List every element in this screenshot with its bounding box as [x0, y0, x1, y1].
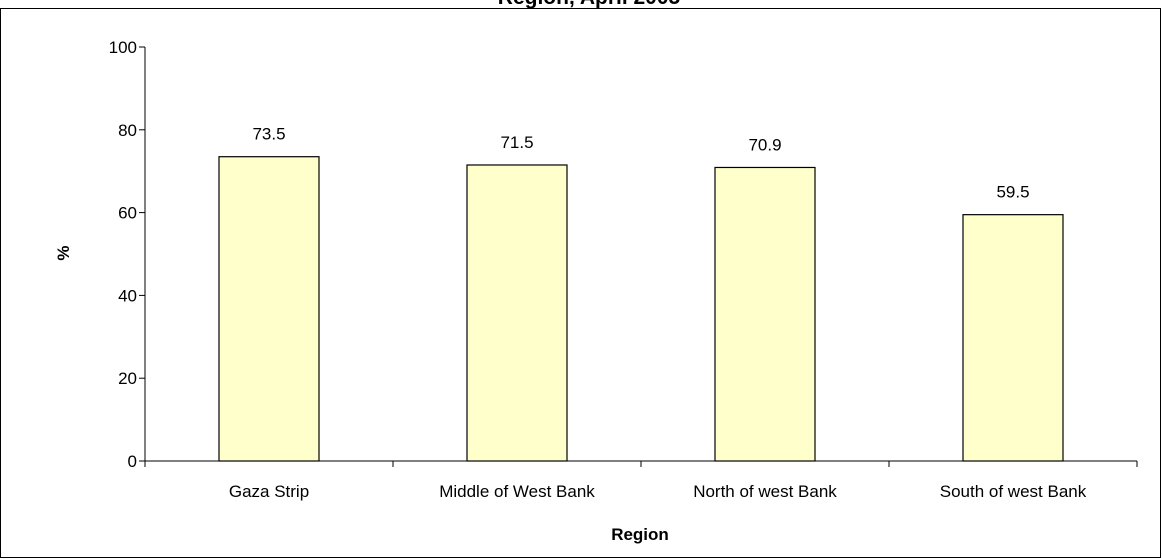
y-axis: 0 20 40 60 80 100	[109, 38, 146, 471]
bar	[218, 156, 320, 462]
chart-title: Region, April 2005	[498, 0, 681, 9]
y-tick-label: 60	[118, 204, 137, 223]
x-axis-title: Region	[611, 525, 669, 544]
x-category-label: South of west Bank	[940, 482, 1087, 501]
bar-value-label: 70.9	[748, 135, 781, 154]
bar-value-label: 73.5	[252, 125, 285, 144]
y-tick-label: 100	[109, 38, 137, 57]
bar	[466, 164, 568, 462]
y-tick-label: 80	[118, 121, 137, 140]
y-tick-label: 0	[128, 452, 137, 471]
bar	[714, 166, 816, 462]
y-axis-title: %	[54, 245, 73, 260]
bars: 73.5 71.5 70.9 59.5	[218, 125, 1064, 462]
bar-value-label: 71.5	[500, 133, 533, 152]
y-tick-label: 40	[118, 286, 137, 305]
bar	[962, 214, 1064, 462]
x-category-label: North of west Bank	[693, 482, 837, 501]
y-tick-label: 20	[118, 369, 137, 388]
x-category-label: Gaza Strip	[229, 482, 309, 501]
x-category-label: Middle of West Bank	[439, 482, 595, 501]
bar-value-label: 59.5	[996, 183, 1029, 202]
